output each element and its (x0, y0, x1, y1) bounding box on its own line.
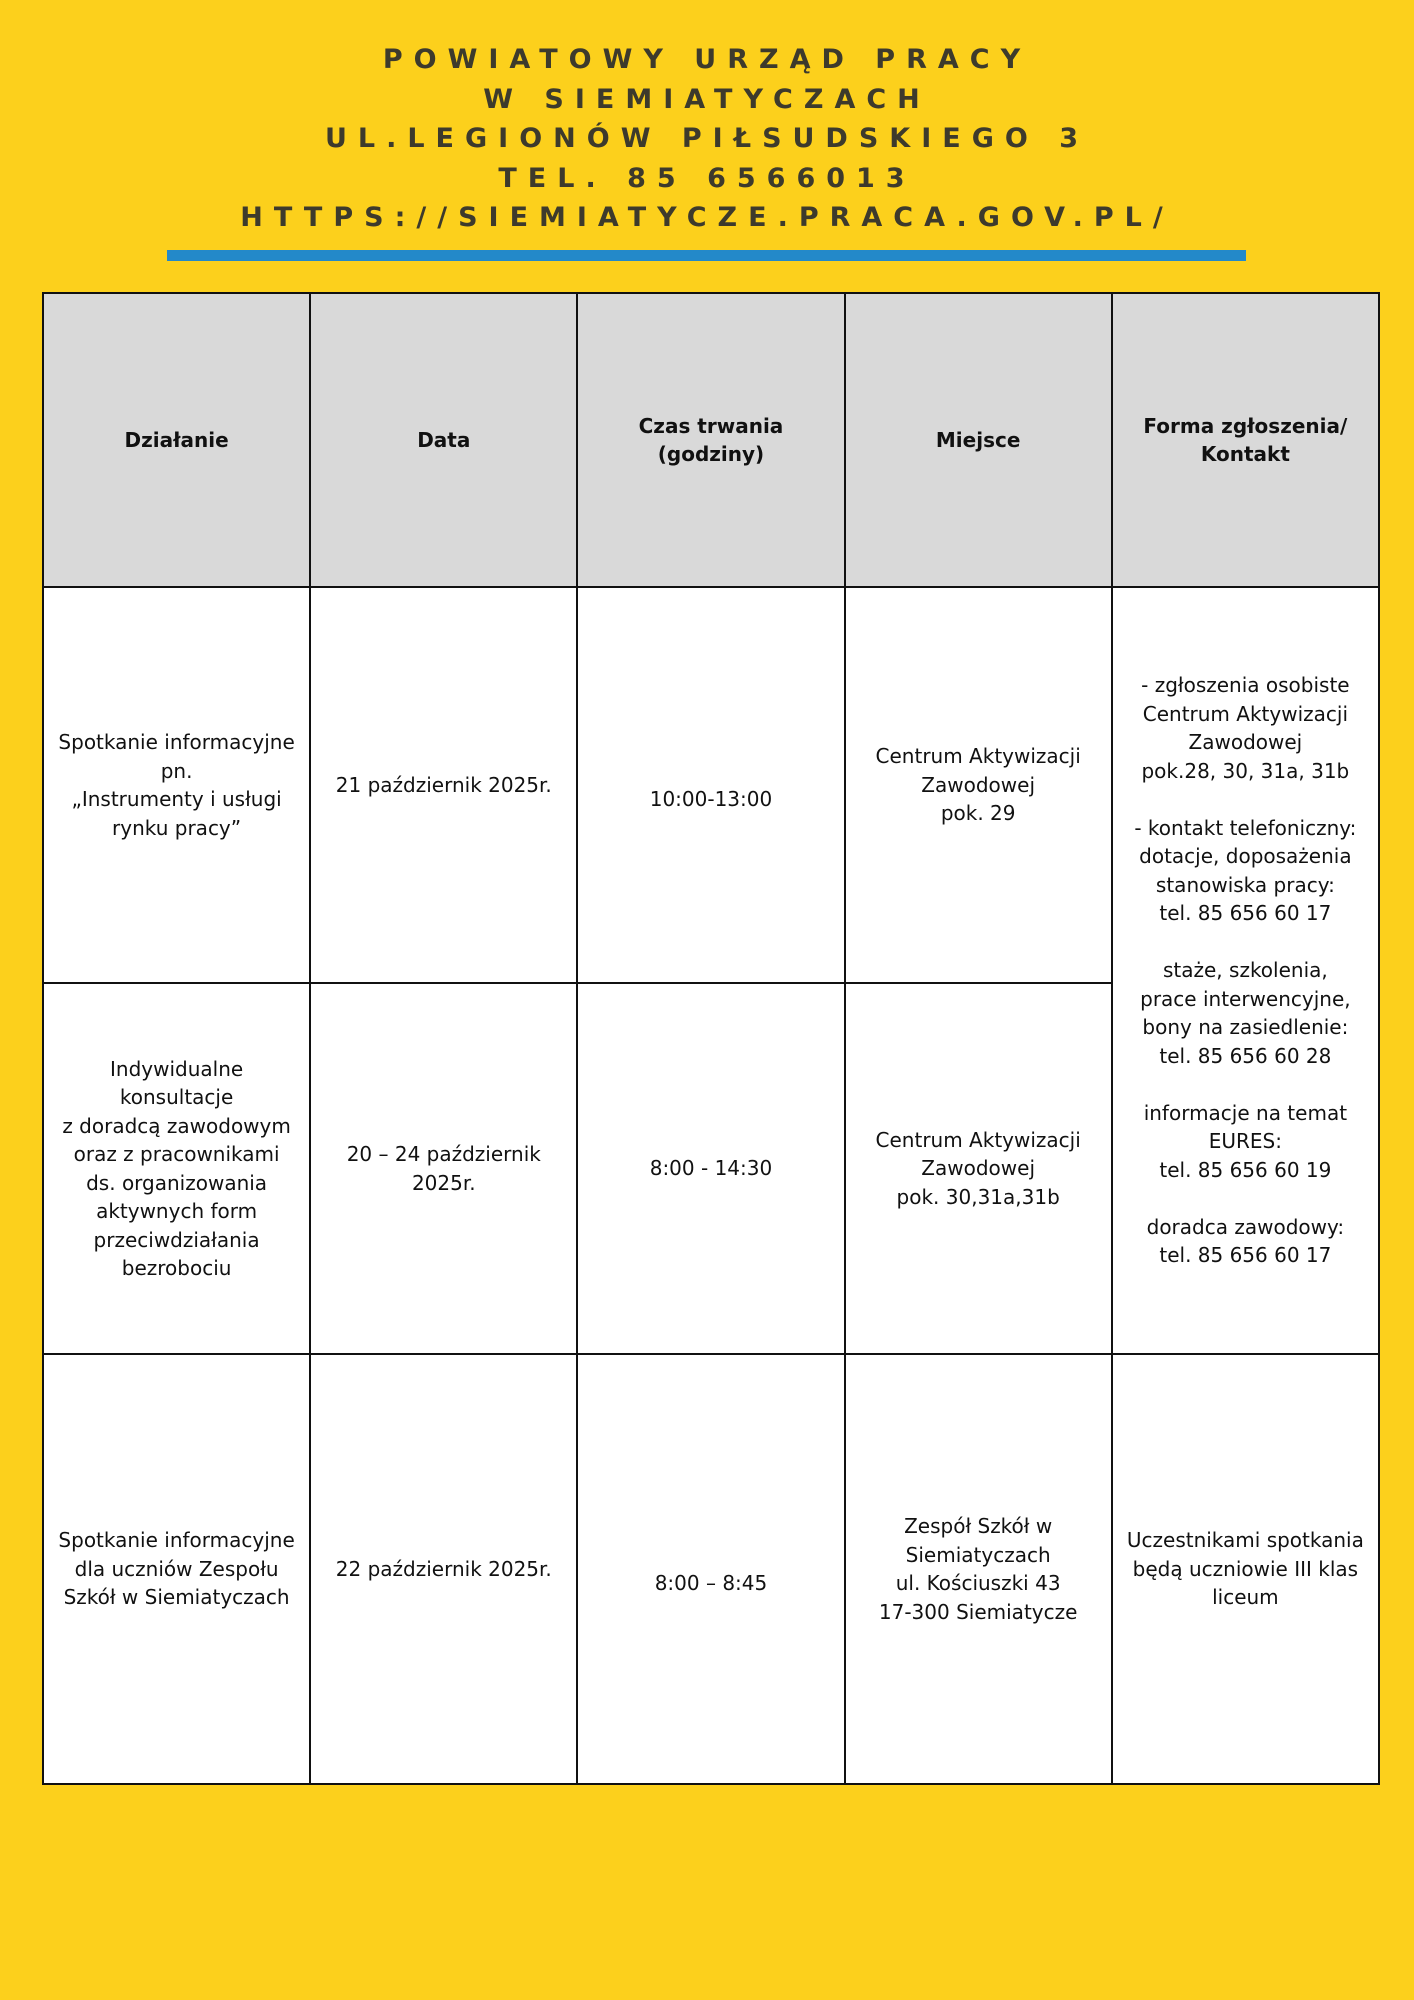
cell-date: 22 październik 2025r. (309, 1353, 579, 1785)
cell-date: 21 październik 2025r. (309, 586, 579, 984)
office-address: UL.LEGIONÓW PIŁSUDSKIEGO 3 (324, 123, 1090, 154)
table-header-row: Działanie Data Czas trwania (godziny) Mi… (41, 292, 1381, 588)
office-phone: TEL. 85 6566013 (498, 162, 916, 194)
cell-date: 20 – 24 październik 2025r. (309, 982, 579, 1355)
cell-duration: 10:00-13:00 (576, 586, 846, 984)
cell-place: Zespół Szkół w Siemiatyczach ul. Kościus… (843, 1353, 1113, 1785)
column-header-date: Data (309, 292, 579, 588)
column-header-duration: Czas trwania (godziny) (576, 292, 846, 588)
cell-shared-contact: - zgłoszenia osobiste Centrum Aktywizacj… (1110, 586, 1381, 1355)
column-header-action: Działanie (41, 292, 312, 588)
table-row: Spotkanie informacyjne dla uczniów Zespo… (41, 1353, 1381, 1785)
cell-action: Spotkanie informacyjne dla uczniów Zespo… (41, 1353, 312, 1785)
column-header-place: Miejsce (843, 292, 1113, 588)
cell-action: Spotkanie informacyjne pn. „Instrumenty … (41, 586, 312, 984)
cell-place: Centrum Aktywizacji Zawodowej pok. 30,31… (843, 982, 1113, 1355)
accent-divider (167, 250, 1246, 261)
office-name: POWIATOWY URZĄD PRACY (382, 44, 1032, 75)
cell-duration: 8:00 - 14:30 (576, 982, 846, 1355)
cell-action: Indywidualne konsultacje z doradcą zawod… (41, 982, 312, 1355)
office-city: W SIEMIATYCZACH (483, 83, 931, 115)
table-row: Indywidualne konsultacje z doradcą zawod… (41, 982, 1379, 1355)
column-header-contact: Forma zgłoszenia/ Kontakt (1110, 292, 1381, 588)
cell-place: Centrum Aktywizacji Zawodowej pok. 29 (843, 586, 1113, 984)
cell-contact: Uczestnikami spotkania będą uczniowie II… (1110, 1353, 1381, 1785)
table-row: Spotkanie informacyjne pn. „Instrumenty … (41, 586, 1381, 1355)
cell-duration: 8:00 – 8:45 (576, 1353, 846, 1785)
office-header: POWIATOWY URZĄD PRACY W SIEMIATYCZACH UL… (0, 40, 1414, 238)
office-website[interactable]: HTTPS://SIEMIATYCZE.PRACA.GOV.PL/ (240, 202, 1174, 233)
schedule-table: Działanie Data Czas trwania (godziny) Mi… (41, 292, 1381, 1785)
